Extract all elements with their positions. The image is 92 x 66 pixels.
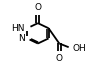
Text: O: O bbox=[56, 54, 63, 63]
Text: OH: OH bbox=[73, 44, 87, 53]
Text: N: N bbox=[18, 34, 25, 43]
Text: O: O bbox=[34, 3, 41, 12]
Text: HN: HN bbox=[12, 24, 25, 33]
